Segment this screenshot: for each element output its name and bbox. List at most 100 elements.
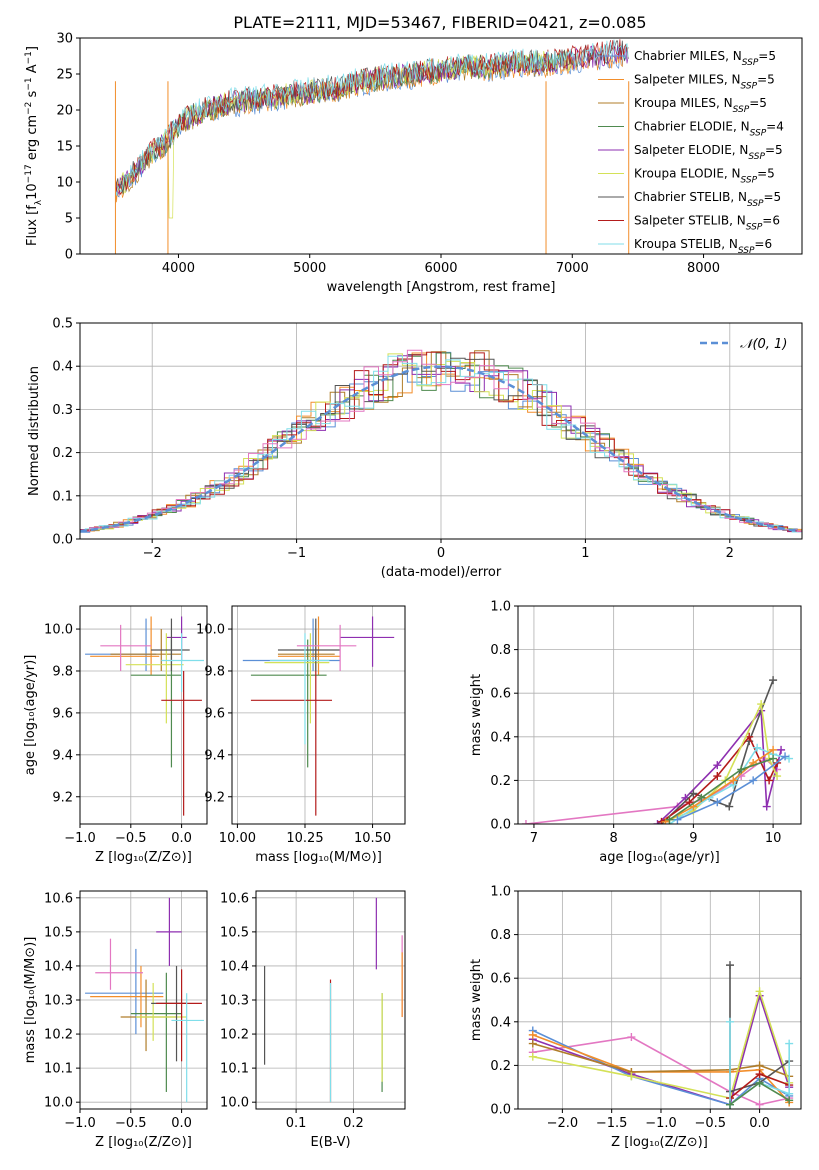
series-marker xyxy=(755,1070,764,1079)
legend-label: Chabrier MILES, N xyxy=(634,49,742,63)
y-tick-label: 9.6 xyxy=(52,706,73,721)
series-marker xyxy=(785,1039,794,1048)
errorbar-point xyxy=(161,633,204,692)
series-marker xyxy=(726,1017,735,1026)
y-tick-label: 0 xyxy=(65,248,73,263)
y-axis-label-part: λ xyxy=(34,199,44,205)
mass_vs_Z-marks xyxy=(85,897,204,1103)
errorbar-point xyxy=(130,972,182,1092)
legend-label: Salpeter STELIB, N xyxy=(634,214,746,228)
errorbar-point xyxy=(85,948,164,1035)
x-axis-label: Z [log₁₀(Z/Z⊙)] xyxy=(95,850,192,865)
spectrum-marks xyxy=(114,39,630,254)
legend-label: Salpeter ELODIE, N xyxy=(634,143,748,157)
x-tick-label: 8000 xyxy=(687,261,720,276)
series-marker xyxy=(713,761,722,770)
y-axis-label: Normed distribution xyxy=(27,366,42,496)
axes-frame xyxy=(517,605,802,825)
errorbar-point xyxy=(90,965,164,1028)
legend-suffix: =5 xyxy=(749,96,767,110)
series-line xyxy=(661,735,778,823)
x-axis-label: Z [log₁₀(Z/Z⊙)] xyxy=(611,1135,708,1150)
legend-entry: 𝒩(0, 1) xyxy=(740,337,787,352)
x-tick-label: 10.25 xyxy=(286,831,323,846)
y-tick-label: 0.3 xyxy=(52,403,73,418)
series-marker xyxy=(685,798,694,807)
figure-title: PLATE=2111, MJD=53467, FIBERID=0421, z=0… xyxy=(233,13,646,32)
legend-label: Salpeter MILES, N xyxy=(634,73,741,87)
series-marker xyxy=(769,745,778,754)
y-axis-label-part: s xyxy=(25,90,40,101)
x-tick-label: −0.5 xyxy=(115,1116,147,1131)
legend-entry: Chabrier MILES, NSSP=5 xyxy=(634,49,776,68)
y-tick-label: 10.1 xyxy=(44,1062,73,1077)
series-marker xyxy=(762,802,771,811)
gaussian-curve xyxy=(80,365,800,533)
series-marker xyxy=(757,700,766,709)
y-tick-label: 10.2 xyxy=(220,1028,249,1043)
errorbar-point xyxy=(156,969,202,1062)
y-tick-label: 15 xyxy=(56,140,73,155)
y-tick-label: 0.2 xyxy=(490,774,511,789)
x-tick-label: 1 xyxy=(581,546,589,561)
series-line xyxy=(669,701,778,821)
series-marker xyxy=(755,1100,764,1109)
axes-frame xyxy=(79,605,208,825)
series-line xyxy=(656,708,782,824)
x-tick-label: −1.0 xyxy=(64,1116,96,1131)
errorbar-point xyxy=(120,979,177,1052)
x-tick-label: −1.0 xyxy=(645,1116,677,1131)
legend-suffix: =5 xyxy=(757,73,775,87)
legend-label: Kroupa ELODIE, N xyxy=(634,167,741,181)
legend-suffix: =5 xyxy=(765,143,783,157)
x-tick-label: 10.50 xyxy=(354,831,391,846)
legend-suffix: =6 xyxy=(762,214,780,228)
series-marker xyxy=(528,1030,537,1039)
y-tick-label: 9.6 xyxy=(204,706,225,721)
x-tick-label: 6000 xyxy=(424,261,457,276)
axes-frame xyxy=(517,890,802,1110)
legend-sub: SSP xyxy=(742,58,759,68)
axes-frame xyxy=(79,890,208,1110)
y-tick-label: 0.2 xyxy=(52,446,73,461)
massweight_vs_age-marks xyxy=(521,676,794,824)
axes-frame xyxy=(231,605,406,825)
errorbar-point xyxy=(277,618,341,671)
mass_vs_EBV-panel: 0.1 0.2 10.0 10.1 10.2 10.3 10.4 10.5 10.6 E(B-V) xyxy=(220,890,406,1150)
series-marker xyxy=(773,772,782,781)
series-marker xyxy=(769,754,778,763)
y-tick-label: 9.2 xyxy=(52,790,73,805)
residuals-panel: −2 −1 0 1 2 0.0 0.1 0.2 0.3 0.4 0.5 (data-model)/er… xyxy=(27,317,803,580)
errorbar-point xyxy=(250,670,333,816)
legend-sub: SSP xyxy=(746,223,763,233)
series-marker xyxy=(769,676,778,685)
series-marker xyxy=(755,1078,764,1087)
y-axis-label-part: Flux [f xyxy=(25,205,40,246)
errorbar-point xyxy=(161,670,202,816)
errorbar-point xyxy=(95,938,143,990)
y-axis-label-part: −1 xyxy=(24,77,34,90)
errorbar-point xyxy=(171,993,204,1103)
legend-sub: SSP xyxy=(741,82,758,92)
y-axis-label: age [log₁₀(age/yr)] xyxy=(23,655,38,776)
x-tick-label: 0.1 xyxy=(286,1116,307,1131)
series-marker xyxy=(785,1096,794,1105)
legend-entry: Kroupa ELODIE, NSSP=5 xyxy=(634,167,775,186)
legend-suffix: =6 xyxy=(754,237,772,251)
series-marker xyxy=(755,987,764,996)
errorbar-point xyxy=(264,633,330,724)
spectrum-series-line xyxy=(115,39,629,196)
y-tick-label: 10.4 xyxy=(44,959,73,974)
age_vs_Z-marks xyxy=(85,616,204,816)
series-marker xyxy=(673,815,682,824)
y-axis-label: Flux [fλ10−17 erg cm−2 s−1 A−1] xyxy=(24,46,44,246)
y-axis-label-part: 10 xyxy=(25,183,40,200)
errorbar-point xyxy=(151,618,190,671)
series-marker xyxy=(627,1072,636,1081)
x-axis-label: (data-model)/error xyxy=(381,565,502,580)
y-tick-label: 10.3 xyxy=(44,994,73,1009)
y-tick-label: 30 xyxy=(56,32,73,47)
series-line xyxy=(669,757,774,821)
